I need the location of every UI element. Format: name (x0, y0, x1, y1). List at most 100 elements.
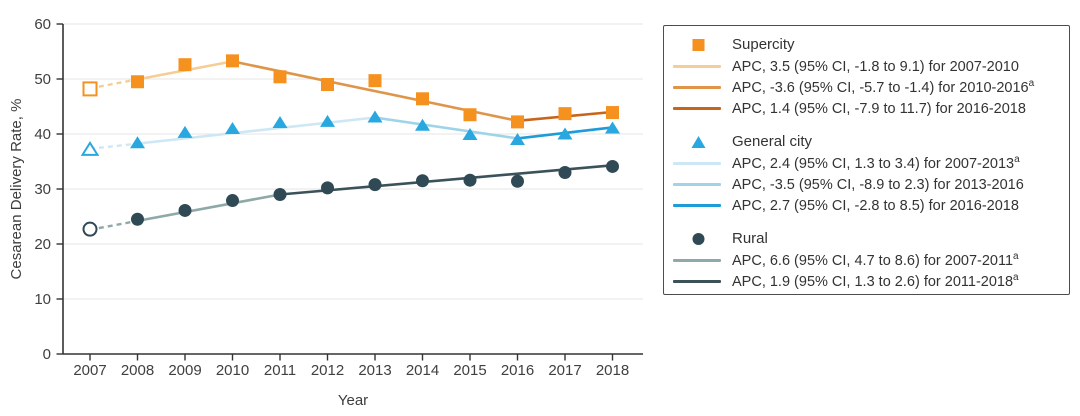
y-axis-title: Cesarean Delivery Rate, % (8, 98, 25, 280)
legend-series-name: General city (732, 133, 813, 150)
supercity-marker-2017 (558, 107, 572, 121)
x-tick-label-2011: 2011 (264, 362, 296, 379)
footnote-marker: a (1013, 271, 1019, 283)
general-city-trend-line-swatch-0 (673, 162, 721, 165)
rural-marker-2012 (321, 181, 334, 195)
rural-marker-2018 (606, 159, 619, 173)
rural-marker-2009 (178, 203, 192, 217)
general-city-marker-2012 (320, 114, 335, 127)
x-tick-label-2014: 2014 (406, 362, 439, 379)
footnote-marker: a (1013, 250, 1019, 262)
general-city-trend-0 (137, 116, 376, 145)
y-tick-label-60: 60 (34, 16, 51, 33)
rural-marker-2013 (368, 178, 382, 192)
rural-circle-icon (673, 232, 723, 246)
x-tick-label-2009: 2009 (168, 362, 201, 379)
supercity-trend-0-dashed (89, 78, 138, 90)
supercity-marker-2010 (226, 54, 239, 68)
supercity-marker-2012 (321, 78, 334, 91)
legend-apc-label: APC, -3.6 (95% CI, -5.7 to -1.4) for 201… (732, 77, 1035, 96)
x-tick-label-2018: 2018 (596, 362, 629, 379)
legend-apc-row-rural-0: APC, 6.6 (95% CI, 4.7 to 8.6) for 2007-2… (673, 250, 1063, 271)
supercity-marker-2015 (463, 108, 477, 122)
rural-marker-2016 (511, 174, 524, 188)
rural-trend-1 (279, 164, 613, 196)
rural-marker-2015 (463, 173, 477, 187)
legend-apc-label: APC, 2.7 (95% CI, -2.8 to 8.5) for 2016-… (732, 197, 1019, 214)
rural-marker-2010 (226, 194, 239, 208)
rural-trend-line-swatch-0 (673, 259, 721, 262)
circle-glyph (692, 232, 704, 245)
legend-apc-row-supercity-2: APC, 1.4 (95% CI, -7.9 to 11.7) for 2016… (673, 98, 1063, 119)
general-city-trend-line-swatch-2 (673, 204, 721, 207)
general-city-marker-2011 (272, 115, 288, 128)
legend-item-general-city: General city (673, 130, 1063, 153)
legend-swatch-col (673, 259, 723, 262)
legend-apc-label: APC, 2.4 (95% CI, 1.3 to 3.4) for 2007-2… (732, 153, 1020, 172)
chart-legend: Supercity APC, 3.5 (95% CI, -1.8 to 9.1) … (663, 25, 1070, 295)
legend-group-supercity: Supercity APC, 3.5 (95% CI, -1.8 to 9.1) … (673, 33, 1063, 119)
supercity-marker-2013 (368, 74, 382, 88)
general-city-marker-2018 (605, 121, 620, 134)
legend-item-rural: Rural (673, 227, 1063, 250)
general-city-marker-2008 (130, 136, 145, 149)
supercity-marker-2008 (131, 75, 144, 89)
rural-marker-2017 (558, 166, 572, 179)
x-tick-label-2017: 2017 (548, 362, 581, 379)
supercity-square-icon (673, 38, 723, 52)
y-tick-label-20: 20 (34, 236, 51, 253)
legend-item-supercity: Supercity (673, 33, 1063, 56)
supercity-marker-2016 (511, 115, 524, 129)
x-tick-label-2012: 2012 (311, 362, 344, 379)
legend-apc-label: APC, -3.5 (95% CI, -8.9 to 2.3) for 2013… (732, 176, 1024, 193)
x-tick-label-2008: 2008 (121, 362, 154, 379)
legend-swatch-col (673, 183, 723, 186)
supercity-marker-2018 (606, 106, 619, 120)
legend-swatch-col (673, 204, 723, 207)
legend-swatch-col (673, 65, 723, 68)
x-axis-title: Year (337, 392, 369, 409)
line-chart: 0 10 20 30 40 50 60 2007 2008 2009 2010 2011 2012 201… (34, 16, 643, 379)
x-tick-label-2013: 2013 (358, 362, 391, 379)
rural-marker-2011 (273, 188, 287, 201)
legend-apc-label: APC, 3.5 (95% CI, -1.8 to 9.1) for 2007-… (732, 58, 1019, 75)
legend-apc-label: APC, 1.9 (95% CI, 1.3 to 2.6) for 2011-2… (732, 271, 1019, 290)
legend-apc-label: APC, 1.4 (95% CI, -7.9 to 11.7) for 2016… (732, 100, 1026, 117)
rural-marker-2014 (416, 174, 429, 188)
legend-swatch-col (673, 86, 723, 89)
legend-apc-row-supercity-1: APC, -3.6 (95% CI, -5.7 to -1.4) for 201… (673, 77, 1063, 98)
legend-apc-label: APC, 6.6 (95% CI, 4.7 to 8.6) for 2007-2… (732, 250, 1019, 269)
rural-marker-2007 (82, 221, 98, 237)
general-city-trend-0-dashed (89, 142, 138, 151)
y-tick-label-0: 0 (43, 346, 51, 363)
general-city-marker-2013 (367, 110, 383, 123)
legend-series-name: Rural (732, 230, 768, 247)
x-tick-label-2010: 2010 (216, 362, 249, 379)
legend-group-rural: Rural APC, 6.6 (95% CI, 4.7 to 8.6) for 2… (673, 227, 1063, 292)
supercity-marker-2011 (273, 70, 287, 84)
supercity-marker-2009 (178, 58, 192, 72)
general-city-marker-2015 (462, 128, 478, 141)
y-tick-label-40: 40 (34, 126, 51, 143)
legend-series-name: Supercity (732, 36, 795, 53)
supercity-trend-line-swatch-0 (673, 65, 721, 68)
legend-group-general-city: General city APC, 2.4 (95% CI, 1.3 to 3.4… (673, 130, 1063, 216)
x-tick-label-2015: 2015 (453, 362, 486, 379)
square-glyph (692, 38, 704, 51)
y-tick-label-50: 50 (34, 71, 51, 88)
supercity-marker-2007 (82, 81, 98, 97)
x-tick-label-2016: 2016 (501, 362, 534, 379)
legend-apc-row-general-city-1: APC, -3.5 (95% CI, -8.9 to 2.3) for 2013… (673, 174, 1063, 195)
legend-apc-row-general-city-0: APC, 2.4 (95% CI, 1.3 to 3.4) for 2007-2… (673, 153, 1063, 174)
rural-marker-2008 (131, 212, 144, 226)
general-city-triangle-icon (673, 135, 723, 149)
general-city-marker-2014 (415, 118, 430, 131)
general-city-marker-2010 (225, 122, 240, 134)
rural-trend-line-swatch-1 (673, 280, 721, 283)
general-city-trend-1 (374, 116, 518, 140)
general-city-marker-2009 (177, 125, 193, 138)
supercity-trend-line-swatch-1 (673, 86, 721, 89)
general-city-trend-line-swatch-1 (673, 183, 721, 186)
y-tick-label-10: 10 (34, 291, 51, 308)
